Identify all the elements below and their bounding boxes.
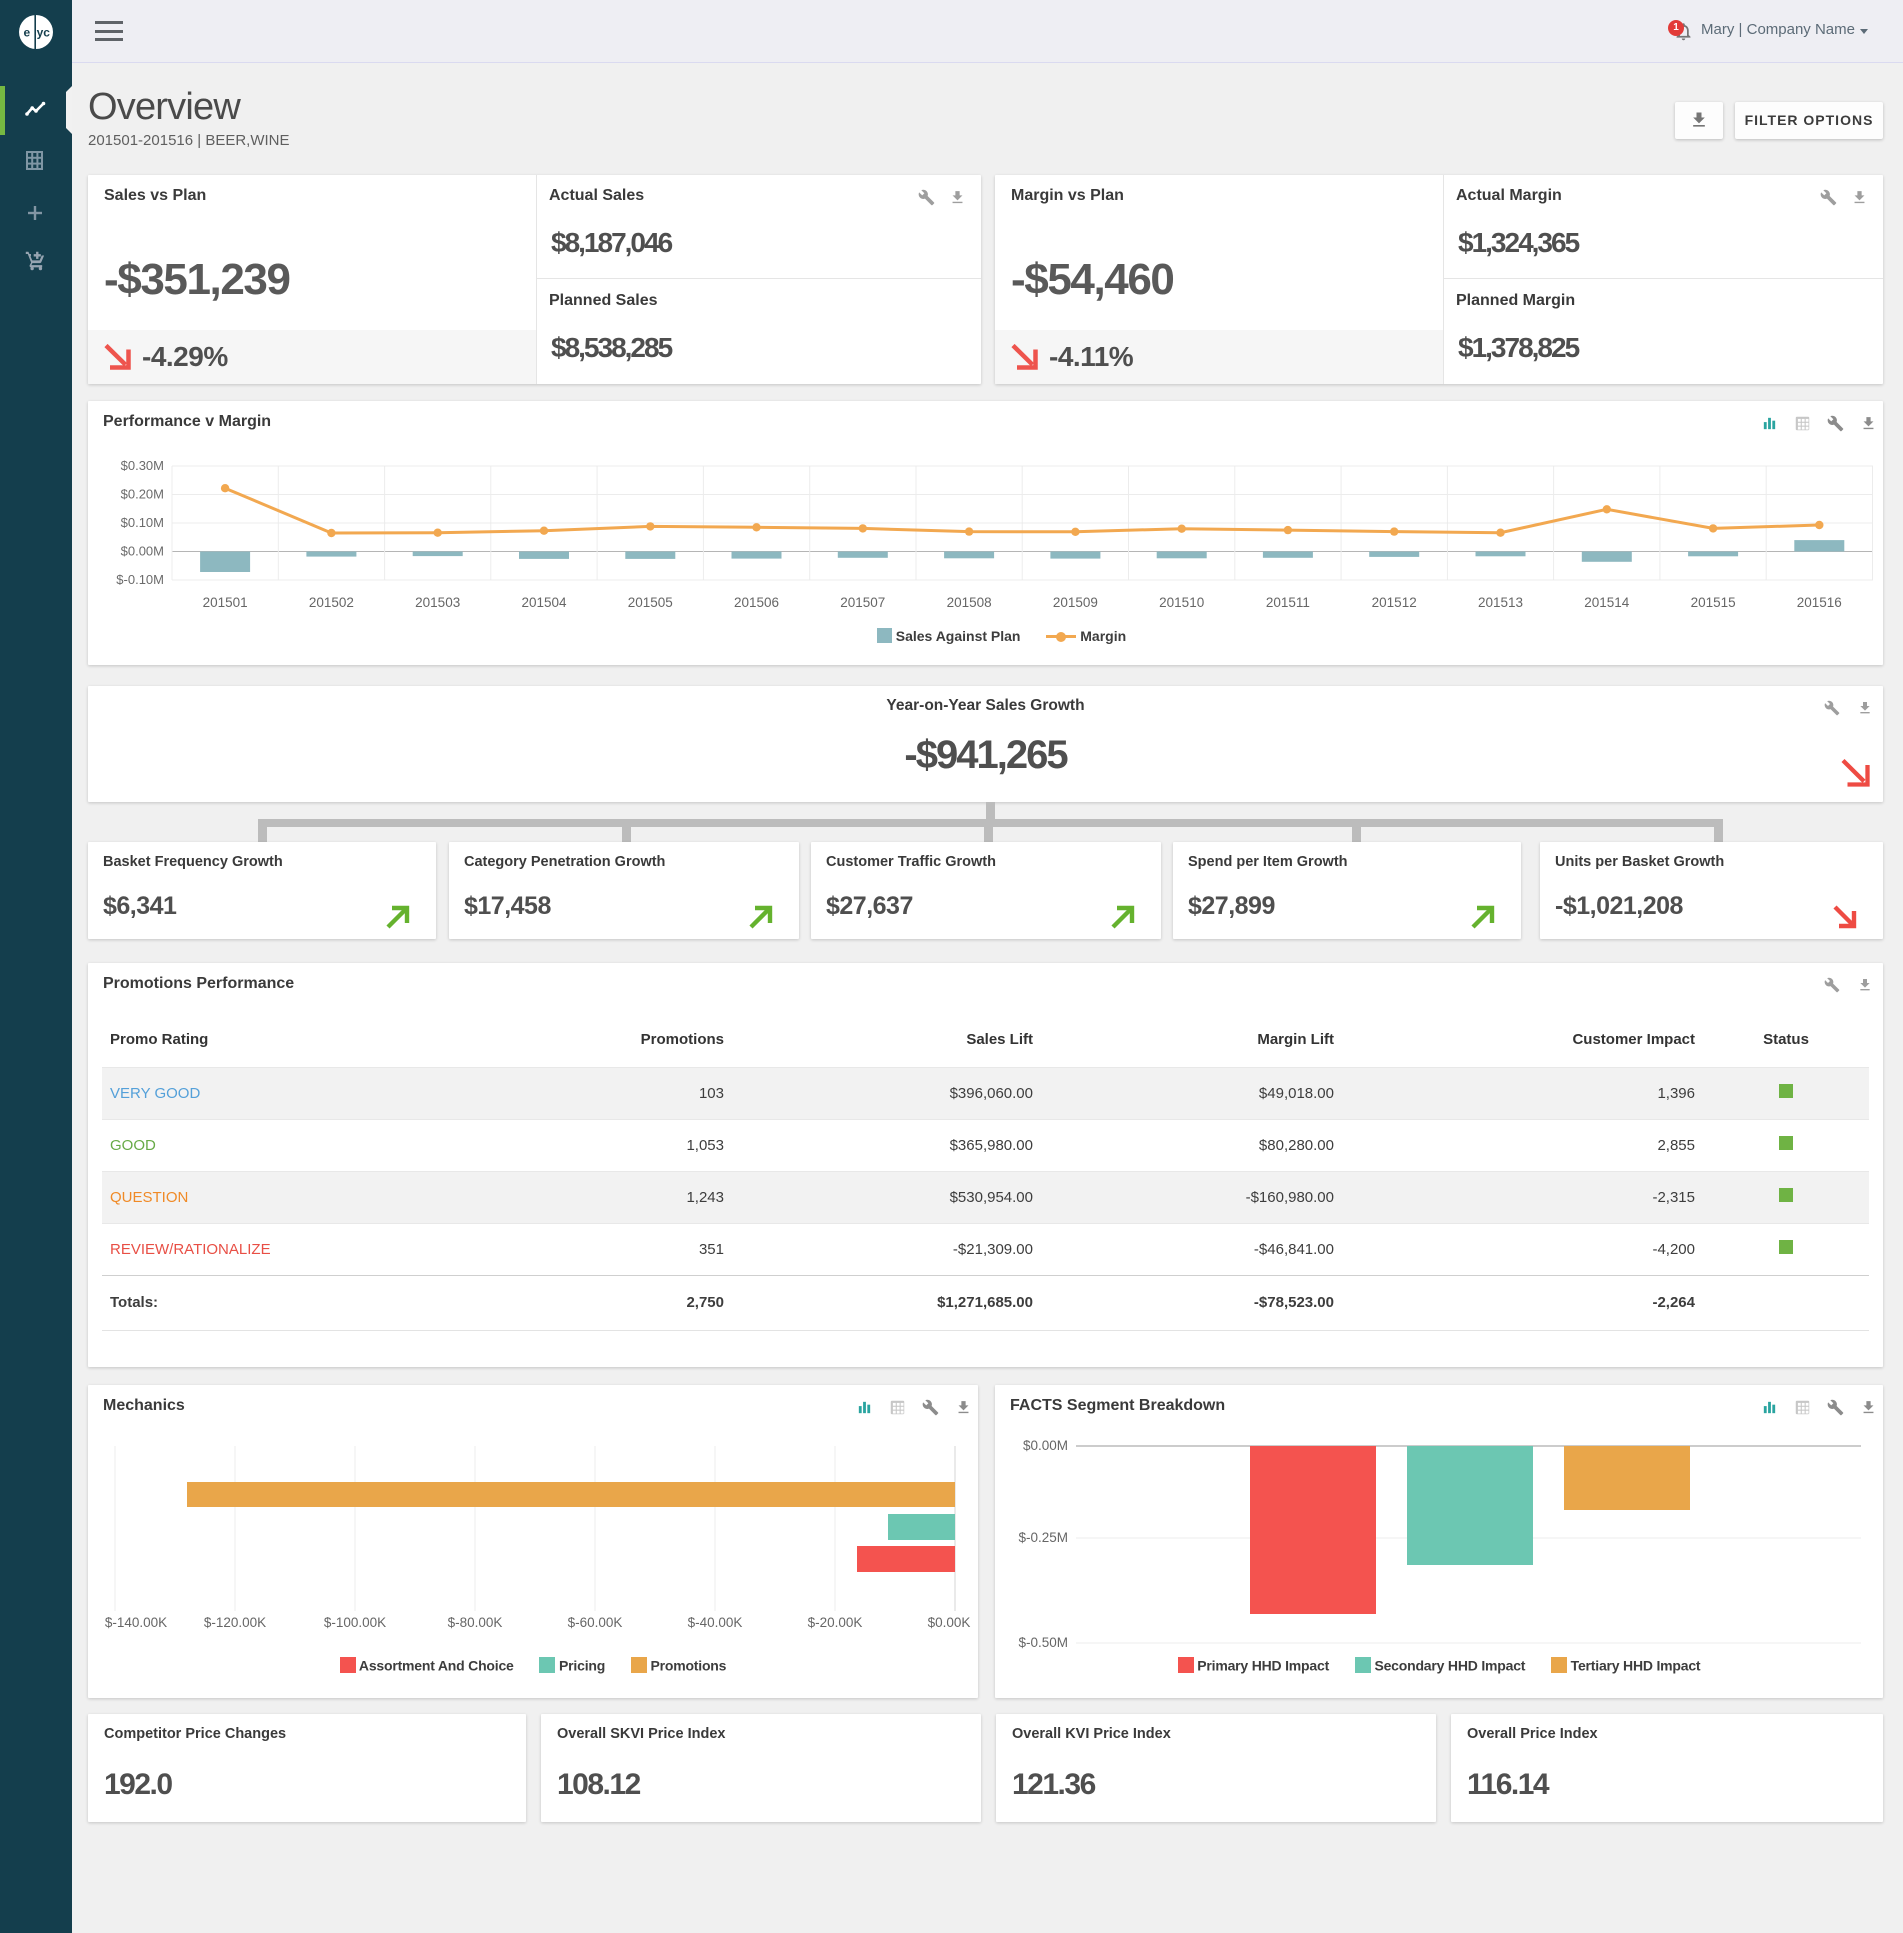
svg-text:$-100.00K: $-100.00K <box>324 1615 386 1630</box>
svg-text:$0.20M: $0.20M <box>121 487 164 502</box>
svg-text:201501: 201501 <box>203 595 248 610</box>
svg-text:$-0.10M: $-0.10M <box>116 572 164 587</box>
svg-text:201512: 201512 <box>1372 595 1417 610</box>
svg-text:201509: 201509 <box>1053 595 1098 610</box>
svg-text:201515: 201515 <box>1691 595 1736 610</box>
svg-text:201506: 201506 <box>734 595 779 610</box>
svg-text:201507: 201507 <box>840 595 885 610</box>
svg-text:201514: 201514 <box>1584 595 1630 610</box>
svg-text:$0.30M: $0.30M <box>121 458 164 473</box>
svg-text:$-120.00K: $-120.00K <box>204 1615 266 1630</box>
svg-text:$-0.50M: $-0.50M <box>1018 1635 1068 1650</box>
svg-text:$0.00M: $0.00M <box>121 544 164 559</box>
svg-text:$-0.25M: $-0.25M <box>1018 1530 1068 1545</box>
svg-text:$-20.00K: $-20.00K <box>808 1615 863 1630</box>
svg-text:201511: 201511 <box>1266 595 1310 610</box>
svg-text:$-140.00K: $-140.00K <box>105 1615 167 1630</box>
svg-text:201513: 201513 <box>1478 595 1523 610</box>
svg-text:$-40.00K: $-40.00K <box>688 1615 743 1630</box>
svg-text:$-80.00K: $-80.00K <box>448 1615 503 1630</box>
svg-text:$-60.00K: $-60.00K <box>568 1615 623 1630</box>
svg-text:201504: 201504 <box>521 595 567 610</box>
svg-text:$0.10M: $0.10M <box>121 515 164 530</box>
svg-text:yc: yc <box>37 26 51 40</box>
svg-text:201510: 201510 <box>1159 595 1204 610</box>
svg-text:201503: 201503 <box>415 595 460 610</box>
svg-text:e: e <box>24 26 31 40</box>
svg-text:$0.00M: $0.00M <box>1023 1438 1068 1453</box>
svg-text:201516: 201516 <box>1797 595 1842 610</box>
svg-text:$0.00K: $0.00K <box>928 1615 971 1630</box>
svg-text:201502: 201502 <box>309 595 354 610</box>
svg-text:201505: 201505 <box>628 595 673 610</box>
svg-text:201508: 201508 <box>947 595 992 610</box>
